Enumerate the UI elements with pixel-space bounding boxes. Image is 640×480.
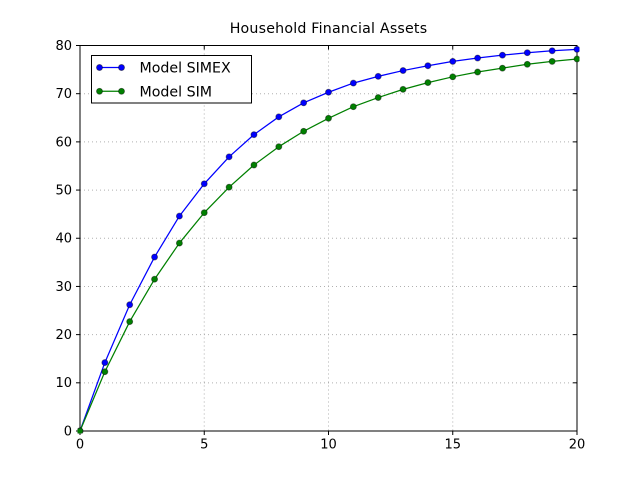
- legend-marker: [118, 64, 125, 71]
- data-point-marker: [200, 209, 208, 217]
- data-point-marker: [548, 57, 556, 65]
- legend-box: [91, 55, 252, 104]
- data-point-marker: [449, 57, 457, 65]
- data-point-marker: [499, 51, 506, 59]
- chart-title: Household Financial Assets: [229, 21, 428, 37]
- data-point-marker: [275, 113, 283, 121]
- data-point-marker: [374, 94, 382, 101]
- x-tick-labels: 0 5 10 15 20: [76, 438, 585, 453]
- legend-entry: Model SIM: [96, 84, 213, 100]
- series-line: [79, 58, 578, 432]
- data-point-marker: [101, 368, 109, 376]
- data-point-marker: [126, 318, 134, 326]
- data-point-marker: [424, 62, 432, 70]
- series-model-simex: [77, 45, 580, 434]
- legend-label: Model SIMEX: [140, 60, 232, 76]
- data-point-marker: [225, 183, 233, 191]
- y-tick-label: 50: [55, 183, 72, 198]
- data-point-marker: [151, 253, 159, 261]
- data-point-marker: [573, 55, 580, 63]
- y-tick-label: 60: [55, 135, 72, 150]
- data-point-marker: [175, 212, 183, 220]
- data-point-marker: [573, 45, 580, 53]
- x-tick-label: 15: [444, 438, 461, 453]
- data-point-marker: [399, 67, 407, 75]
- x-tick-label: 10: [320, 438, 337, 453]
- y-tick-label: 80: [55, 39, 72, 54]
- data-point-marker: [151, 275, 159, 283]
- y-tick-label: 10: [55, 376, 72, 391]
- data-point-marker: [77, 427, 84, 434]
- data-point-marker: [300, 99, 308, 107]
- data-point-marker: [175, 239, 183, 247]
- data-point-marker: [300, 127, 308, 135]
- ticks: [76, 45, 578, 435]
- data-point-marker: [424, 79, 432, 87]
- data-point-marker: [126, 301, 134, 309]
- data-point-marker: [275, 143, 283, 151]
- data-point-marker: [548, 47, 556, 55]
- x-tick-label: 20: [569, 438, 586, 453]
- data-point-marker: [200, 180, 208, 188]
- x-tick-label: 0: [76, 438, 84, 453]
- y-tick-label: 40: [55, 232, 72, 247]
- x-tick-label: 5: [200, 438, 208, 453]
- legend-marker: [118, 87, 125, 95]
- data-point-marker: [349, 79, 357, 87]
- data-point-marker: [325, 88, 332, 96]
- data-point-marker: [101, 359, 109, 367]
- series-model-sim: [77, 55, 580, 434]
- data-point-marker: [523, 60, 531, 68]
- y-tick-label: 70: [55, 87, 72, 102]
- data-point-marker: [225, 153, 233, 161]
- legend-label: Model SIM: [140, 84, 213, 100]
- legend-marker: [96, 64, 103, 71]
- data-point-marker: [374, 72, 382, 80]
- y-tick-label: 20: [55, 328, 72, 343]
- data-point-marker: [250, 131, 258, 139]
- data-point-marker: [349, 103, 357, 111]
- legend-marker: [96, 87, 103, 95]
- data-point-marker: [325, 114, 332, 122]
- y-tick-labels: 0 10 20 30 40 50 60 70 80: [55, 39, 72, 440]
- data-point-marker: [250, 161, 258, 169]
- y-tick-label: 0: [64, 424, 72, 439]
- data-point-marker: [399, 85, 407, 93]
- data-point-marker: [499, 64, 506, 72]
- legend-entry: Model SIMEX: [96, 60, 232, 76]
- data-point-marker: [474, 68, 482, 76]
- y-tick-label: 30: [55, 280, 72, 295]
- data-point-marker: [474, 54, 482, 62]
- data-point-marker: [449, 73, 457, 81]
- data-point-marker: [523, 49, 531, 57]
- legend: Model SIMEX Model SIM: [91, 55, 252, 104]
